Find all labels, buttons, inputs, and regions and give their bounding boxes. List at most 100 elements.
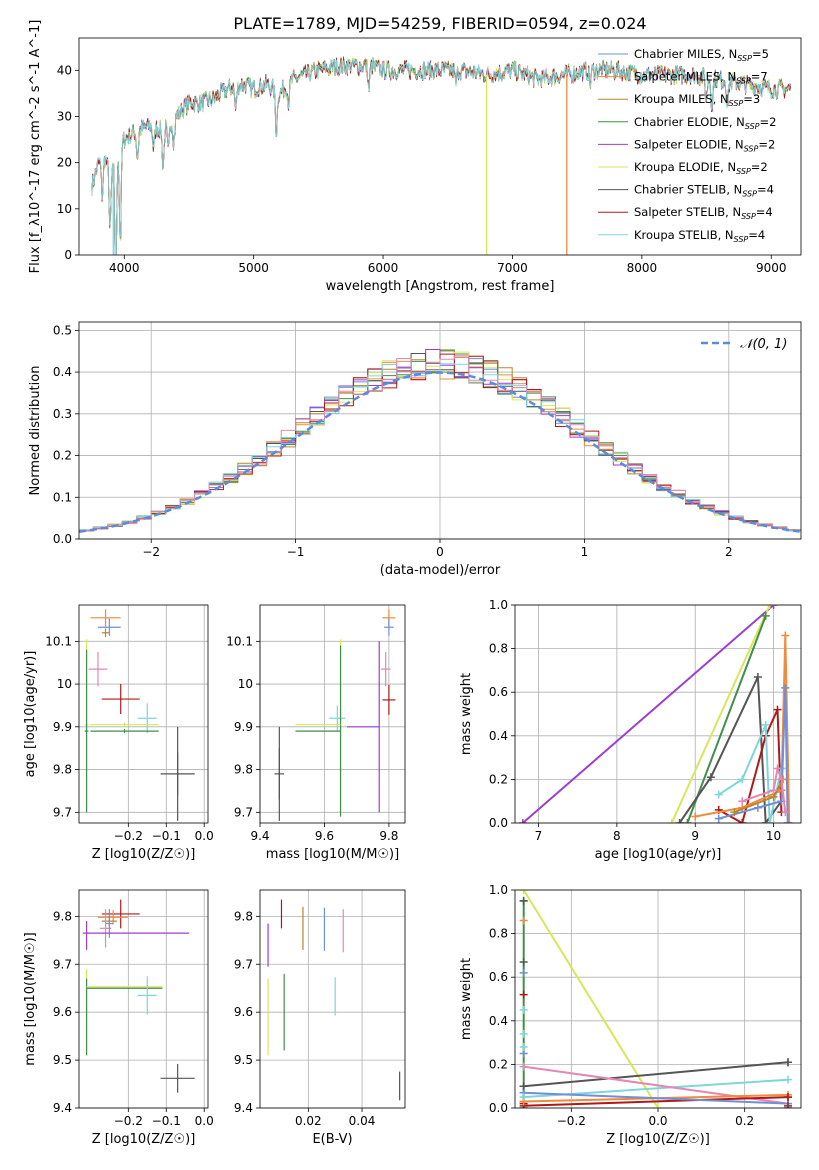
weight-marker [730, 808, 739, 817]
y-axis-label: mass weight [459, 673, 474, 755]
weight-marker [753, 803, 762, 812]
x-axis-label: Z [log10(Z/Z☉)] [92, 1132, 196, 1147]
weight-line [523, 1065, 789, 1105]
legend-entry-sub: SSP [744, 144, 759, 153]
legend-entry-sub: SSP [737, 54, 752, 63]
x-tick-label: −0.2 [114, 829, 143, 843]
weight-marker [769, 605, 778, 609]
y-tick-label: 9.4 [53, 1101, 72, 1115]
legend-entry-label: Chabrier MILES, N [634, 47, 737, 61]
weight-marker [761, 720, 770, 729]
y-axis-label: age [log10(age/yr)] [23, 651, 38, 778]
weight-marker [784, 1058, 792, 1067]
y-tick-label: 0.8 [489, 927, 508, 941]
y-tick-label: 1.0 [489, 598, 508, 612]
axes-frame [514, 604, 802, 824]
y-tick-label: 0.5 [53, 323, 72, 337]
y-tick-label: 1.0 [489, 883, 508, 897]
y-tick-label: 10 [57, 677, 72, 691]
legend-entry-label: Chabrier STELIB, N [634, 183, 742, 197]
x-tick-label: −0.2 [114, 1114, 143, 1128]
y-tick-label: 10.1 [45, 634, 72, 648]
x-tick-label: 9000 [756, 261, 787, 275]
y-tick-label: 0.0 [489, 816, 508, 830]
y-tick-label: 0.2 [489, 772, 508, 786]
axes-spectrum: 4000 5000 6000 7000 8000 9000 0 10 20 30 40 wavelen… [28, 20, 802, 294]
legend-entry: Salpeter STELIB, NSSP=4 [634, 205, 773, 221]
y-tick-label: 0.0 [53, 532, 72, 546]
weight-line [523, 1091, 789, 1105]
weight-marker [519, 916, 528, 925]
legend-entry: 𝒩(0, 1) [740, 337, 787, 352]
histogram-step [79, 355, 801, 532]
x-tick-label: 8 [613, 829, 621, 843]
x-tick-label: 0 [436, 545, 444, 559]
weight-marker [761, 819, 770, 823]
weight-marker [785, 819, 794, 823]
x-tick-label: 8000 [627, 261, 658, 275]
weight-marker [784, 1093, 792, 1102]
weight-marker [738, 775, 747, 784]
plot-area-age-vs-Z [84, 609, 195, 821]
x-tick-label: 7000 [497, 261, 528, 275]
weight-marker [518, 819, 527, 823]
x-tick-label: 9.6 [315, 829, 334, 843]
weight-marker [519, 1082, 528, 1091]
x-tick-label: 2 [725, 545, 733, 559]
weight-marker [781, 808, 790, 817]
x-tick-label: 0.2 [735, 1114, 754, 1128]
legend-entry: Salpeter MILES, NSSP=7 [634, 70, 768, 86]
legend-entry-sub: SSP [729, 99, 744, 108]
y-axis-label: Normed distribution [28, 366, 43, 496]
plot-area-weight-vs-Z [519, 890, 792, 1108]
weight-marker [675, 819, 684, 823]
legend-entry-n: =4 [756, 205, 773, 219]
axes-frame [78, 604, 209, 824]
y-tick-label: 0.2 [489, 1057, 508, 1071]
y-tick-label: 0.4 [53, 365, 72, 379]
x-tick-label: 0.04 [349, 1114, 376, 1128]
weight-marker [519, 1029, 528, 1038]
legend-entry-n: =4 [748, 228, 765, 242]
legend-entry: Chabrier MILES, NSSP=5 [634, 47, 769, 63]
axes-frame [78, 37, 802, 256]
x-axis-label: mass [log10(M/M☉)] [266, 847, 399, 862]
x-tick-label: −0.1 [152, 1114, 181, 1128]
weight-marker [654, 1104, 662, 1108]
x-axis-label: E(B-V) [312, 1132, 352, 1147]
weight-marker [519, 1093, 528, 1102]
legend-entry: Kroupa ELODIE, NSSP=2 [634, 160, 768, 176]
y-tick-label: 0.1 [53, 490, 72, 504]
weight-marker [773, 764, 782, 773]
x-tick-label: −0.1 [152, 829, 181, 843]
plot-area-residuals [79, 349, 801, 533]
y-tick-label: 9.6 [53, 1005, 72, 1019]
weight-line [522, 605, 775, 823]
axes-frame [259, 604, 406, 824]
axes-mass-vs-Z: −0.2 −0.1 0.0 9.4 9.5 9.6 9.7 9.8 Z [log10(Z/Z☉)… [23, 889, 214, 1147]
legend-entry-n: =2 [758, 137, 775, 151]
weight-marker [519, 890, 528, 894]
x-tick-label: 9.8 [379, 829, 398, 843]
y-tick-label: 0 [64, 248, 72, 262]
y-tick-label: 0.8 [489, 642, 508, 656]
y-tick-label: 9.5 [53, 1053, 72, 1067]
weight-marker [714, 790, 723, 799]
plot-area-age-vs-mass [274, 609, 396, 821]
x-tick-label: −0.2 [557, 1114, 586, 1128]
y-tick-label: 40 [57, 63, 72, 77]
x-tick-label: 6000 [368, 261, 399, 275]
y-tick-label: 0.3 [53, 407, 72, 421]
weight-marker [781, 631, 790, 640]
y-tick-label: 9.8 [53, 763, 72, 777]
weight-marker [773, 705, 782, 714]
y-axis-label: Flux [f_λ10^-17 erg cm^-2 s^-1 A^-1] [28, 20, 43, 274]
weight-marker [738, 797, 747, 806]
weight-marker [667, 819, 676, 823]
legend-entry: Chabrier ELODIE, NSSP=2 [634, 115, 776, 131]
weight-marker [783, 819, 792, 823]
legend-entry-label: Salpeter MILES, N [634, 70, 736, 84]
legend-entry: Salpeter ELODIE, NSSP=2 [634, 137, 775, 153]
y-tick-label: 9.7 [234, 957, 253, 971]
plot-area-mass-vs-ebv [267, 899, 401, 1101]
